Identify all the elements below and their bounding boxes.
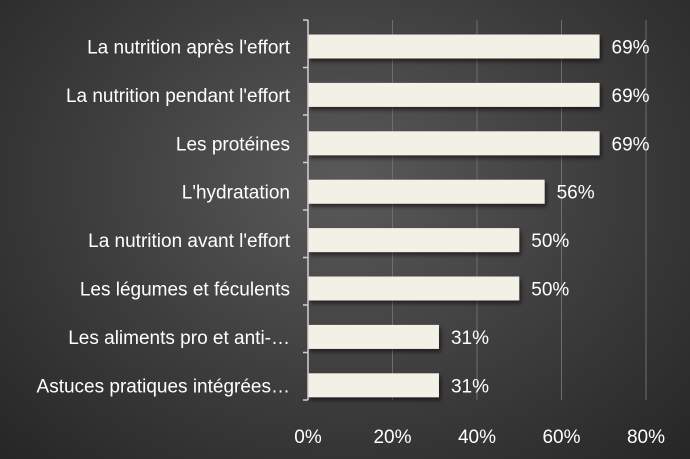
bar [308,324,439,349]
bar [308,131,600,156]
category-label: La nutrition avant l'effort [88,231,291,252]
x-tick-label: 40% [458,427,496,448]
data-label: 50% [531,231,569,252]
category-label: Les aliments pro et anti-… [68,328,290,349]
bar [308,228,520,253]
labels: La nutrition après l'effort 69% La nutriti… [37,38,666,449]
x-tick-label: 0% [294,427,322,448]
bar [308,34,600,59]
bar [308,82,600,107]
bar [308,373,439,398]
data-label: 50% [531,280,569,301]
data-label: 69% [612,86,650,107]
category-label: L'hydratation [182,183,290,204]
category-label: Les protéines [176,134,290,155]
bar [308,276,520,301]
x-tick-label: 80% [627,427,665,448]
data-label: 69% [612,134,650,155]
data-label: 56% [557,183,595,204]
category-label: Astuces pratiques intégrées… [37,376,290,397]
category-label: Les légumes et féculents [80,280,290,301]
x-tick-label: 60% [542,427,580,448]
category-label: La nutrition après l'effort [87,38,291,59]
data-label: 31% [451,328,489,349]
data-label: 69% [612,38,650,59]
category-label: La nutrition pendant l'effort [66,86,291,107]
bar [308,179,545,204]
bars [308,34,600,398]
data-label: 31% [451,376,489,397]
x-tick-label: 20% [373,427,411,448]
y-axis [303,19,309,401]
